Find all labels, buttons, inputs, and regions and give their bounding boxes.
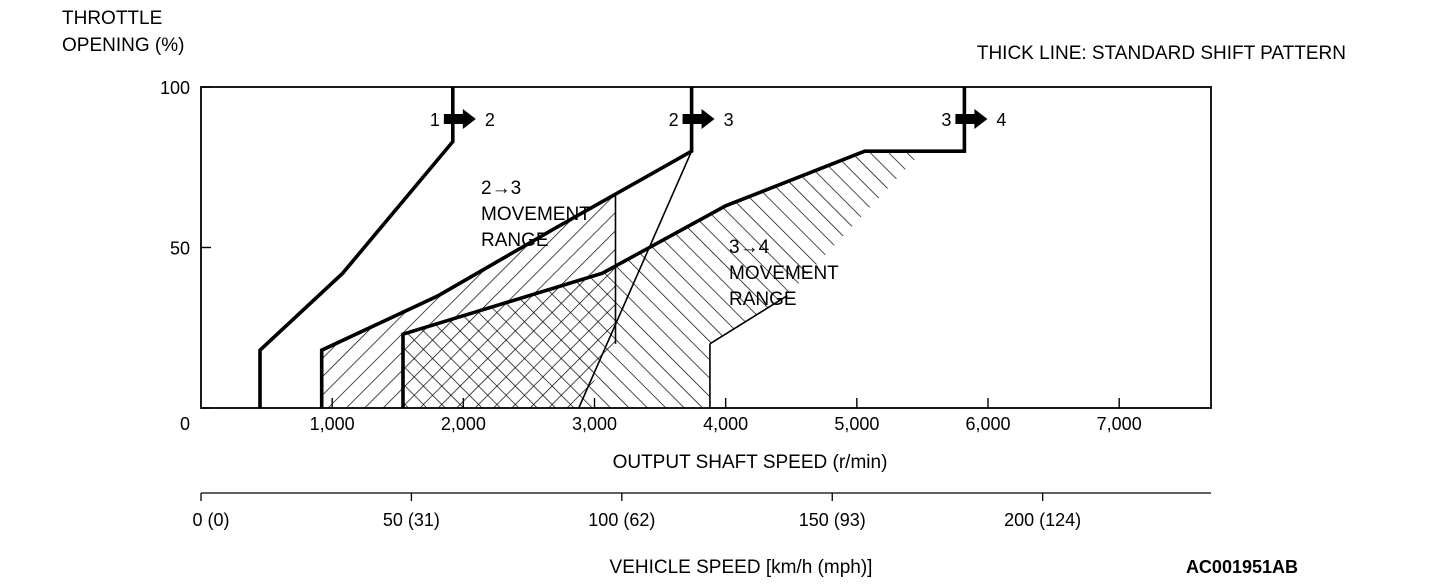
shift-to-label-2: 2 (485, 110, 495, 130)
shift-arrow-icon (682, 109, 715, 129)
chart-note: THICK LINE: STANDARD SHIFT PATTERN (977, 43, 1346, 64)
vehicle-speed-tick-label: 200 (124) (1004, 510, 1081, 530)
x-tick-label: 6,000 (965, 414, 1010, 434)
movement-range-2 (403, 151, 923, 408)
x-tick-label: 2,000 (441, 414, 486, 434)
shift-to-label-3: 3 (724, 110, 734, 130)
vehicle-speed-tick-label: 0 (0) (192, 510, 229, 530)
shift-line-2-3 (319, 87, 694, 408)
y-tick-label: 50 (170, 239, 190, 259)
x-tick-label: 7,000 (1097, 414, 1142, 434)
vehicle-speed-tick-label: 50 (31) (383, 510, 440, 530)
x-tick-label: 3,000 (572, 414, 617, 434)
range-label-1-line-2: MOVEMENT (481, 204, 591, 225)
vehicle-speed-ticks: 0 (0) 50 (31) 100 (62) 150 (93) 200 (124) (192, 493, 1081, 530)
range-label-2-line-3: RANGE (729, 289, 797, 310)
shift-from-label-1: 1 (430, 110, 440, 130)
shift-from-label-2: 2 (669, 110, 679, 130)
vehicle-speed-tick-label: 100 (62) (588, 510, 655, 530)
range-label-1-line-3: RANGE (481, 230, 549, 251)
y-axis-label-line2: OPENING (%) (62, 35, 184, 56)
x-tick-label: 4,000 (703, 414, 748, 434)
figure-id: AC001951AB (1186, 557, 1298, 577)
y-tick-label: 0 (180, 414, 190, 434)
vehicle-speed-label: VEHICLE SPEED [km/h (mph)] (610, 557, 873, 578)
shift-arrow-icon (955, 109, 988, 129)
shift-line-3-4 (401, 87, 967, 408)
x-axis-label: OUTPUT SHAFT SPEED (r/min) (613, 452, 888, 473)
range-boundary-5 (578, 150, 693, 409)
range-labels: 2→3 MOVEMENT RANGE 3→4 MOVEMENT RANGE (481, 178, 839, 310)
x-tick-label: 1,000 (310, 414, 355, 434)
shift-to-label-4: 4 (996, 110, 1006, 130)
y-tick-label: 100 (160, 78, 190, 98)
y-axis-label-line1: THROTTLE (62, 8, 162, 29)
y-axis-ticks: 0 50 100 (160, 78, 211, 434)
shift-from-label-3: 3 (941, 110, 951, 130)
movement-ranges (321, 150, 923, 409)
shift-markers: 1 2 2 3 3 4 (430, 109, 1006, 130)
shift-arrow-icon (443, 109, 476, 129)
range-label-2-line-2: MOVEMENT (729, 263, 839, 284)
range-label-2-line-1: 3→4 (729, 237, 770, 258)
range-label-1-line-1: 2→3 (481, 178, 521, 199)
range-boundary-2 (709, 294, 788, 345)
vehicle-speed-tick-label: 150 (93) (799, 510, 866, 530)
x-axis-ticks: 1,000 2,000 3,000 4,000 5,000 6,000 7,000 (310, 398, 1142, 434)
x-tick-label: 5,000 (834, 414, 879, 434)
